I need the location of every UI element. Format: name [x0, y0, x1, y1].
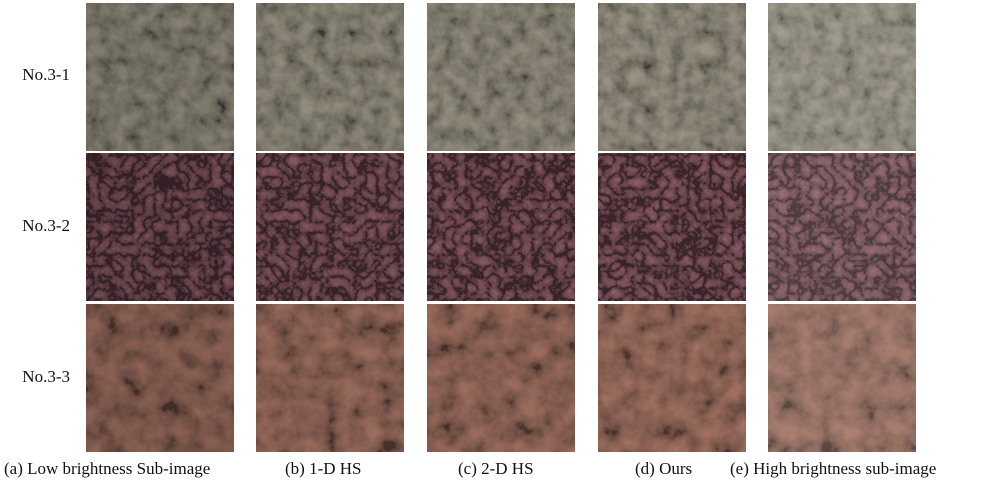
column-caption: (c) 2-D HS	[458, 459, 534, 478]
row-label: No.3-2	[22, 216, 70, 235]
row-label: No.3-1	[22, 65, 70, 84]
column-caption: (b) 1-D HS	[285, 459, 362, 478]
brightness-overlay	[427, 304, 575, 452]
column-caption: (e) High brightness sub-image	[730, 459, 936, 478]
brightness-overlay	[86, 304, 234, 452]
brightness-overlay	[427, 153, 575, 301]
brightness-overlay	[86, 3, 234, 151]
brightness-overlay	[768, 3, 916, 151]
brightness-overlay	[256, 3, 404, 151]
brightness-overlay	[256, 304, 404, 452]
brightness-overlay	[768, 153, 916, 301]
column-caption: (a) Low brightness Sub-image	[4, 459, 210, 478]
brightness-overlay	[427, 3, 575, 151]
figure: No.3-1 No.3-2 No.3-3 (a) Low brightness …	[0, 0, 989, 491]
brightness-overlay	[86, 153, 234, 301]
image-grid	[86, 3, 916, 452]
brightness-overlay	[768, 304, 916, 452]
brightness-overlay	[256, 153, 404, 301]
column-caption: (d) Ours	[635, 459, 692, 478]
row-label: No.3-3	[22, 367, 70, 386]
